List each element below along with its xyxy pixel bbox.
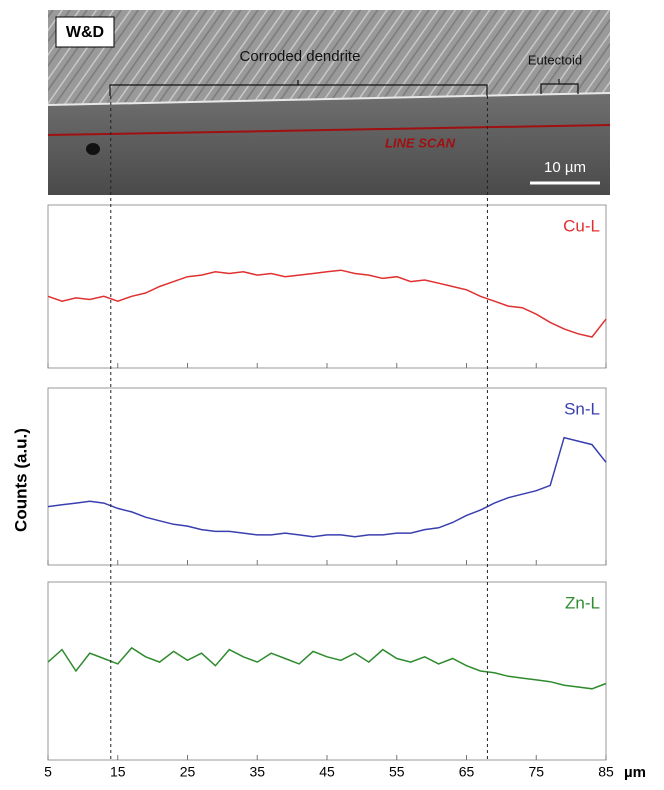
panel-frame	[47, 387, 607, 566]
label-box	[55, 16, 115, 48]
series-label: Zn-L	[565, 593, 600, 612]
x-tick-label: 45	[319, 764, 335, 780]
x-tick-label: 55	[389, 764, 405, 780]
bracket	[109, 80, 488, 96]
x-tick-label: 5	[44, 764, 52, 780]
x-tick-label: 85	[598, 764, 614, 780]
bracket	[540, 79, 579, 94]
sem-image: W&D Corroded dendrite Eutectoid LINE SCA…	[47, 10, 611, 195]
pore	[86, 143, 100, 155]
x-tick-label: 15	[110, 764, 126, 780]
annotation: Eutectoid	[528, 52, 582, 67]
x-tick-label: 35	[249, 764, 265, 780]
scale-bar-label: 10 µm	[544, 159, 586, 176]
scan-label: LINE SCAN	[385, 135, 456, 150]
image-label: W&D	[66, 24, 104, 41]
y-axis-label: Counts (a.u.)	[11, 428, 30, 532]
series-label: Sn-L	[564, 399, 600, 418]
line-series	[47, 436, 607, 538]
surface-edge	[47, 92, 611, 106]
panel-frame	[47, 204, 607, 369]
x-axis-label: µm	[624, 764, 646, 781]
series-label: Cu-L	[563, 216, 600, 235]
x-tick-label: 65	[459, 764, 475, 780]
sem-lower	[48, 93, 610, 195]
line-series	[47, 269, 607, 338]
x-tick-label: 75	[528, 764, 544, 780]
annotation: Corroded dendrite	[240, 48, 361, 65]
line-series	[47, 646, 607, 690]
panel-frame	[47, 581, 607, 761]
scan-line	[47, 124, 611, 136]
x-tick-label: 25	[180, 764, 196, 780]
